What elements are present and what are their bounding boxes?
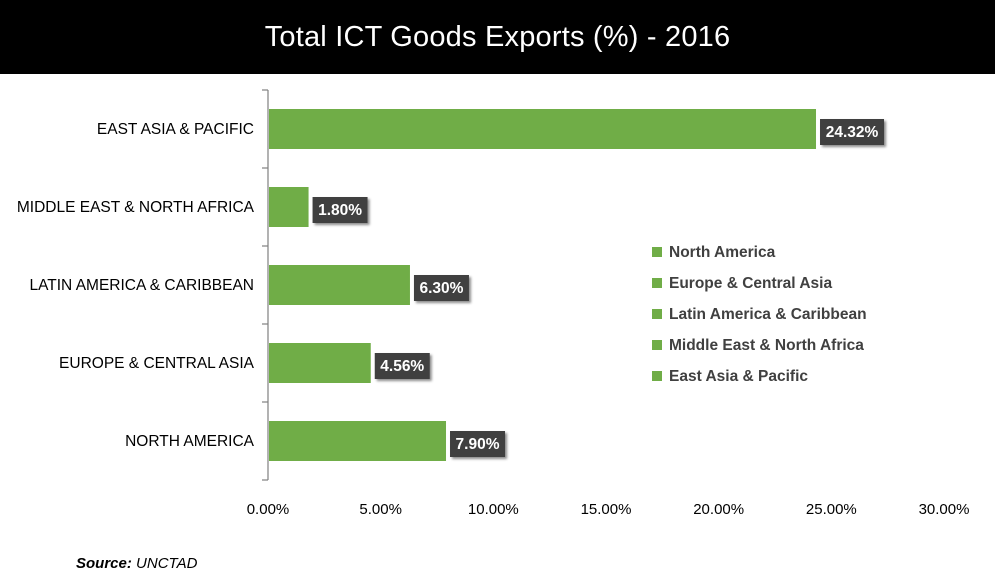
- category-label: NORTH AMERICA: [125, 433, 255, 450]
- data-label: 1.80%: [318, 202, 362, 219]
- source-label: Source:: [76, 555, 132, 572]
- legend-entry: Latin America & Caribbean: [669, 306, 867, 323]
- bar: [269, 109, 817, 149]
- source-note: Source: UNCTAD: [76, 555, 197, 572]
- data-label-box: [450, 431, 506, 457]
- legend-swatch: [652, 247, 662, 257]
- category-label: MIDDLE EAST & NORTH AFRICA: [17, 199, 255, 216]
- x-tick-label: 25.00%: [806, 501, 857, 518]
- bar: [269, 343, 371, 383]
- data-label: 7.90%: [456, 436, 500, 453]
- legend-entry: East Asia & Pacific: [669, 368, 808, 385]
- bar: [269, 421, 447, 461]
- source-value: UNCTAD: [136, 555, 198, 572]
- data-label-box: [312, 197, 368, 223]
- data-label-box: [413, 275, 469, 301]
- x-tick-label: 10.00%: [468, 501, 519, 518]
- data-label-box: [374, 353, 430, 379]
- legend-entry: Europe & Central Asia: [669, 275, 832, 292]
- x-tick-label: 20.00%: [693, 501, 744, 518]
- data-label: 4.56%: [380, 358, 424, 375]
- legend-swatch: [652, 309, 662, 319]
- x-tick-label: 0.00%: [247, 501, 290, 518]
- legend-swatch: [652, 371, 662, 381]
- data-label: 6.30%: [419, 280, 463, 297]
- chart-title: Total ICT Goods Exports (%) - 2016: [0, 0, 995, 74]
- x-tick-label: 15.00%: [581, 501, 632, 518]
- legend-entry: North America: [669, 244, 776, 261]
- x-tick-label: 5.00%: [359, 501, 402, 518]
- legend-entry: Middle East & North Africa: [669, 337, 864, 354]
- x-tick-label: 30.00%: [919, 501, 970, 518]
- legend-swatch: [652, 278, 662, 288]
- data-label: 24.32%: [826, 124, 879, 141]
- bar: [269, 265, 410, 305]
- category-label: EAST ASIA & PACIFIC: [97, 121, 254, 138]
- bar-chart: EAST ASIA & PACIFIC 24.32% MIDDLE EAST & N…: [17, 89, 970, 518]
- category-label: EUROPE & CENTRAL ASIA: [59, 355, 255, 372]
- legend-swatch: [652, 340, 662, 350]
- bar: [269, 187, 309, 227]
- data-label-box: [820, 119, 885, 145]
- category-label: LATIN AMERICA & CARIBBEAN: [29, 277, 254, 294]
